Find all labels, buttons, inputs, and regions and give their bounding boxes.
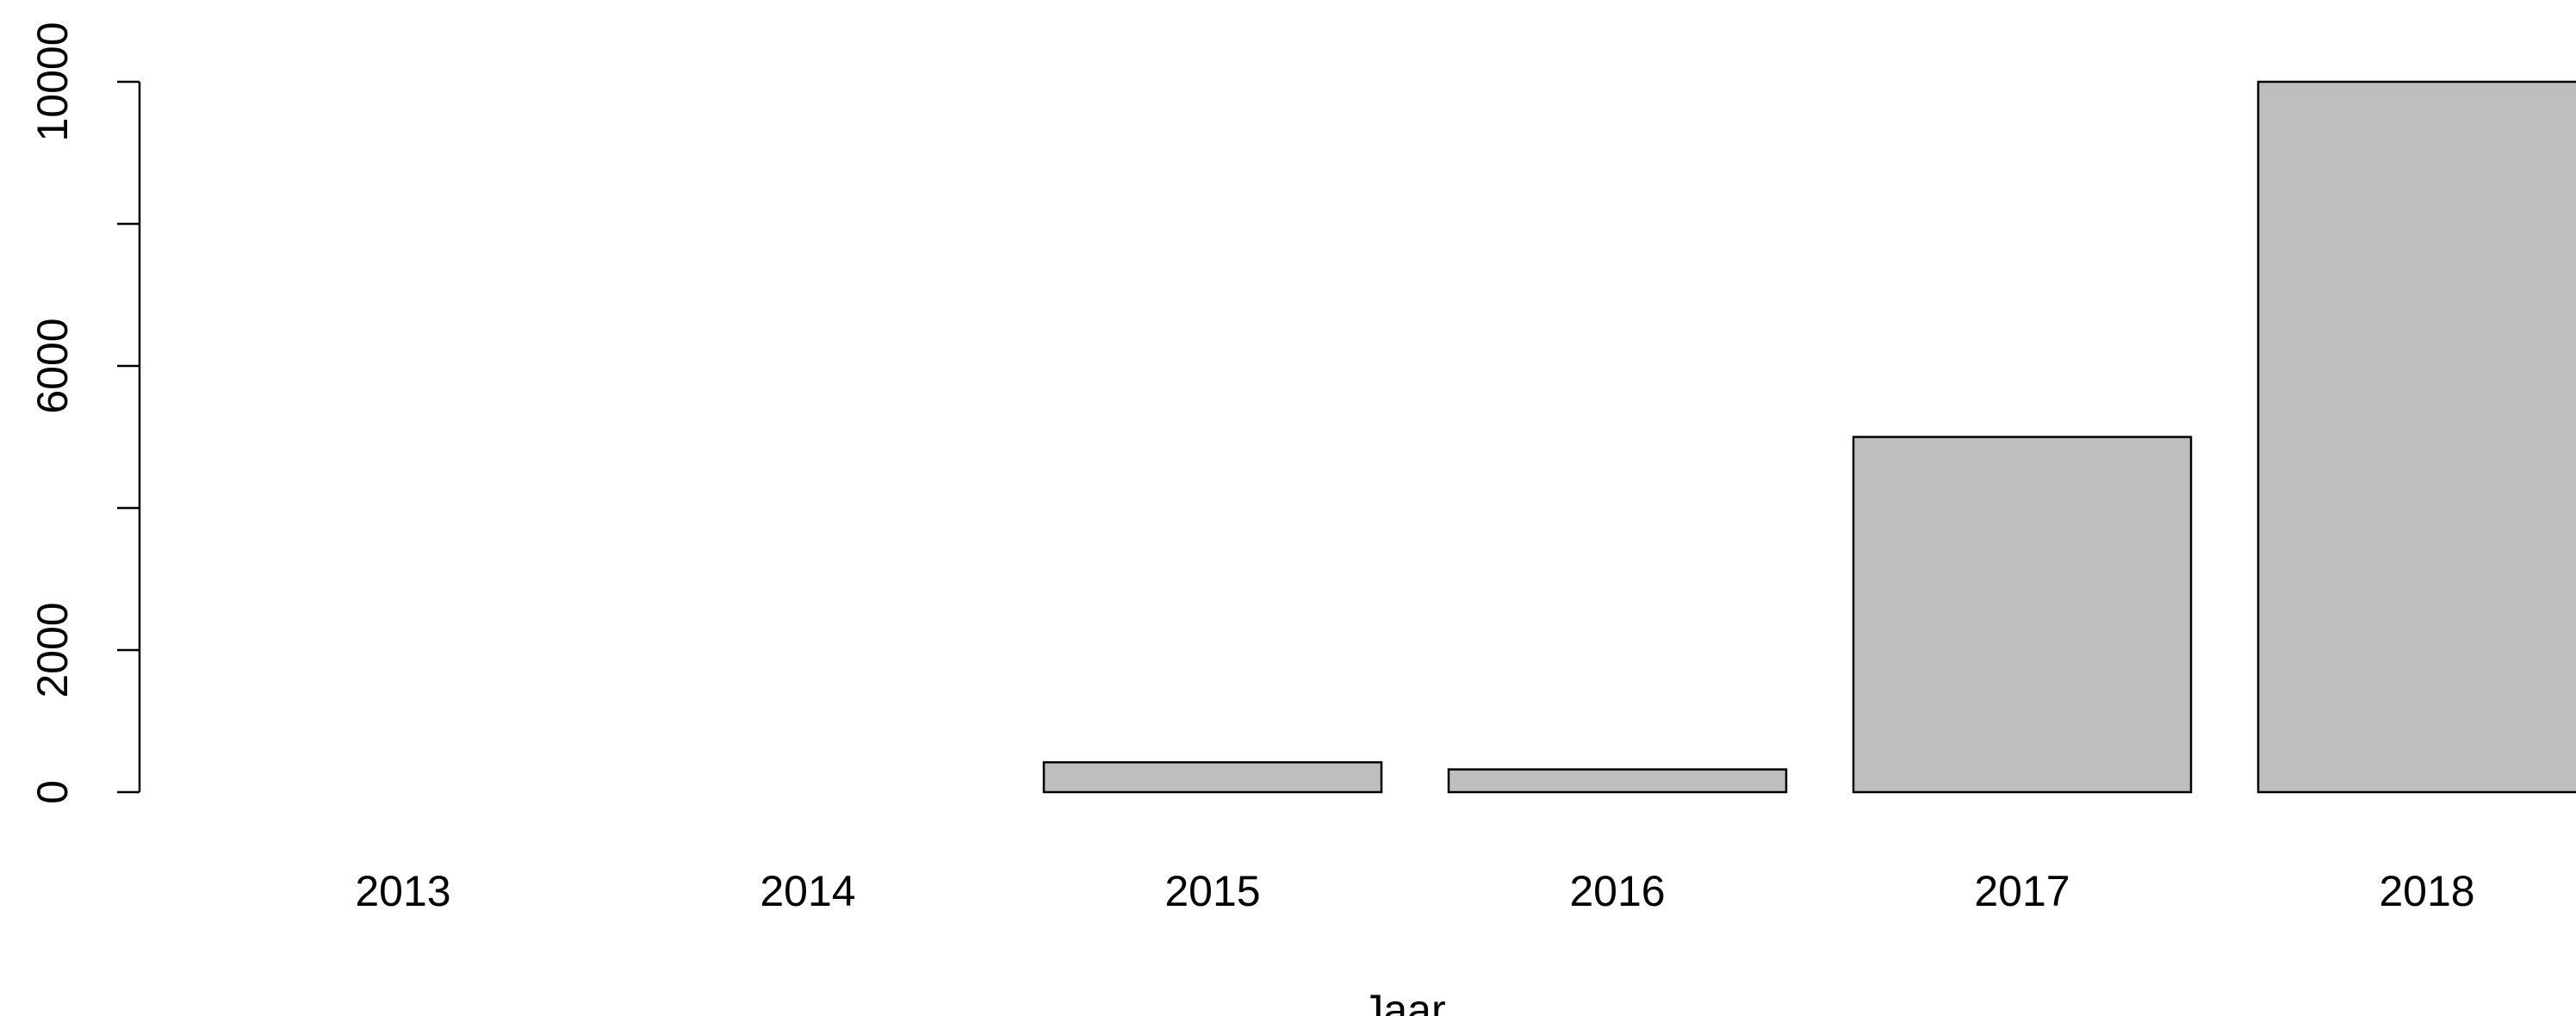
x-category-label: 2013	[355, 867, 450, 915]
bar-2016	[1447, 768, 1788, 794]
y-tick-label: 10000	[28, 22, 77, 141]
x-category-label: 2016	[1569, 867, 1665, 915]
y-axis: 0 2000 6000 10000	[28, 22, 141, 804]
x-category-label: 2015	[1164, 867, 1260, 915]
bars	[1042, 80, 2576, 794]
x-category-label: 2018	[2379, 867, 2474, 915]
y-tick-label: 2000	[28, 602, 77, 697]
bar-2018	[2256, 80, 2576, 794]
x-axis-title: Jaar	[1362, 986, 1445, 1016]
bar-2017	[1852, 436, 2193, 794]
x-axis-category-labels: 2013 2014 2015 2016 2017 2018	[355, 867, 2474, 915]
y-tick-label: 6000	[28, 318, 77, 413]
x-category-label: 2017	[1974, 867, 2070, 915]
bar-2015	[1042, 761, 1383, 794]
x-category-label: 2014	[760, 867, 855, 915]
y-tick-label: 0	[28, 780, 77, 804]
